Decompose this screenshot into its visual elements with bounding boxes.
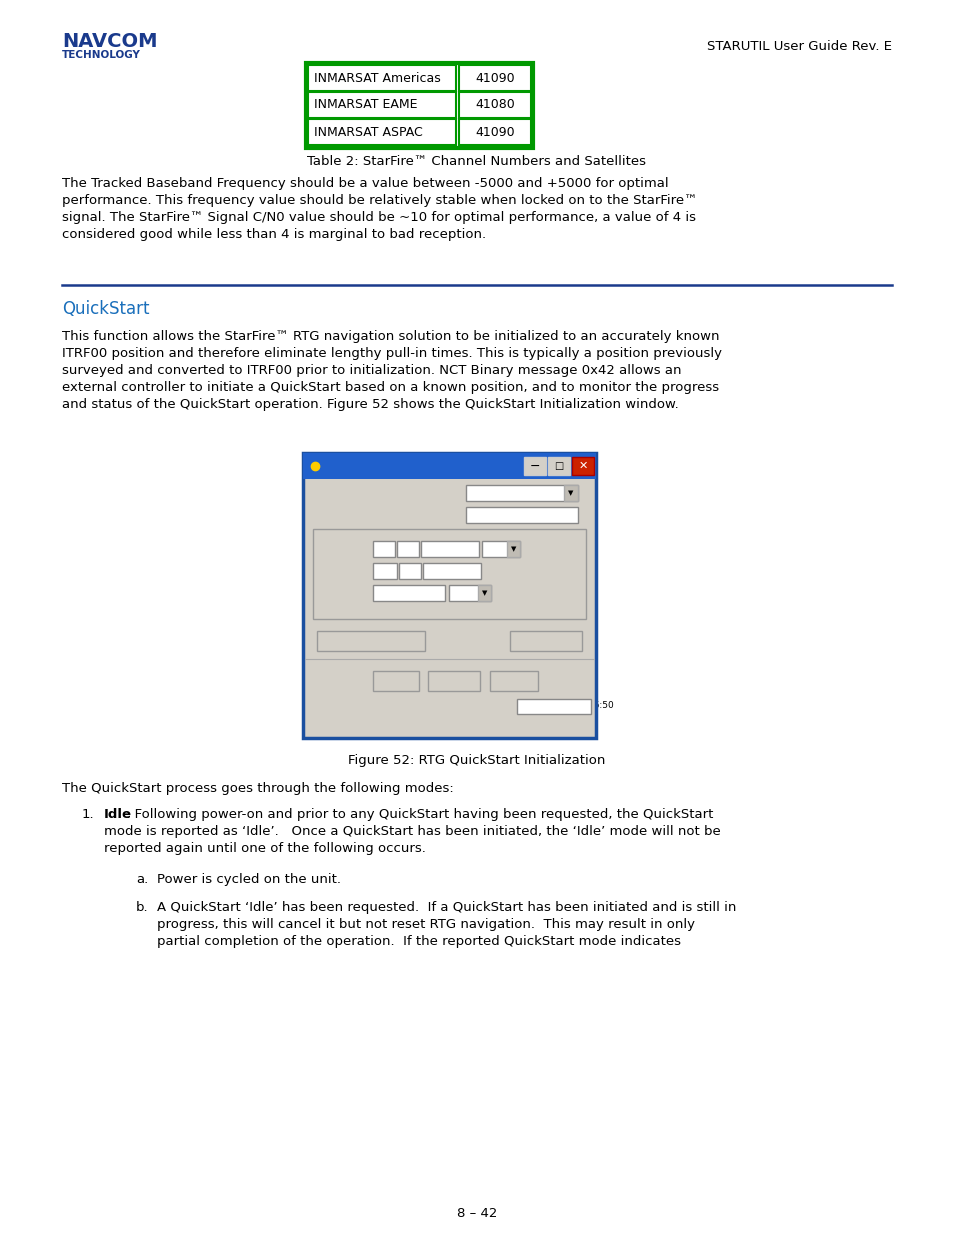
Text: a.: a.	[136, 873, 148, 885]
Text: Last:: Last:	[500, 701, 526, 711]
Bar	[308, 65, 456, 91]
Text: : Following power-on and prior to any QuickStart having been requested, the Quic: : Following power-on and prior to any Qu…	[126, 808, 713, 821]
Text: STARUTIL User Guide Rev. E: STARUTIL User Guide Rev. E	[706, 40, 891, 53]
Text: 37.48210: 37.48210	[424, 564, 471, 576]
Bar	[308, 91, 456, 119]
Text: mode is reported as ‘Idle’.   Once a QuickStart has been initiated, the ‘Idle’ m: mode is reported as ‘Idle’. Once a Quick…	[104, 825, 720, 839]
Text: 41080: 41080	[475, 99, 515, 111]
Text: DMS: DMS	[483, 543, 506, 553]
Bar	[420, 541, 478, 557]
Bar	[572, 457, 594, 475]
Text: Idle: Idle	[104, 808, 132, 821]
Text: INMARSAT Americas: INMARSAT Americas	[314, 72, 440, 84]
Text: Position: Position	[320, 529, 369, 538]
Bar	[563, 485, 578, 501]
Text: −: −	[529, 459, 539, 473]
Bar	[458, 65, 531, 91]
Bar	[506, 541, 519, 557]
Bar	[458, 91, 531, 119]
Text: Initiate Quickstart: Initiate Quickstart	[469, 487, 557, 496]
Text: b.: b.	[136, 902, 149, 914]
Text: NAVCOM: NAVCOM	[62, 32, 157, 51]
Text: considered good while less than 4 is marginal to bad reception.: considered good while less than 4 is mar…	[62, 228, 486, 241]
Bar	[373, 671, 418, 692]
Text: Idle: Idle	[469, 509, 488, 519]
Text: partial completion of the operation.  If the reported QuickStart mode indicates: partial completion of the operation. If …	[157, 935, 680, 948]
Text: Latitude:: Latitude:	[327, 543, 374, 553]
Bar	[428, 671, 479, 692]
Text: RTG Quick Start: RTG Quick Start	[325, 458, 436, 471]
Text: reported again until one of the following occurs.: reported again until one of the followin…	[104, 842, 425, 855]
Text: Current Quick Start State:: Current Quick Start State:	[316, 509, 453, 519]
Text: 41090: 41090	[475, 72, 515, 84]
Bar	[465, 485, 578, 501]
Text: ITRF00 position and therefore eliminate lengthy pull-in times. This is typically: ITRF00 position and therefore eliminate …	[62, 347, 721, 359]
Bar	[398, 563, 420, 579]
Text: Commanded Quick Start Mode:: Commanded Quick Start Mode:	[316, 487, 480, 496]
Text: external controller to initiate a QuickStart based on a known position, and to m: external controller to initiate a QuickS…	[62, 382, 719, 394]
Text: The QuickStart process goes through the following modes:: The QuickStart process goes through the …	[62, 782, 454, 795]
Bar	[477, 585, 491, 601]
Text: Longitude:: Longitude:	[327, 564, 382, 576]
Bar	[510, 631, 581, 651]
Bar	[481, 541, 519, 557]
Text: 118: 118	[375, 564, 393, 576]
Text: The Tracked Baseband Frequency should be a value between -5000 and +5000 for opt: The Tracked Baseband Frequency should be…	[62, 177, 668, 190]
Bar	[458, 119, 531, 144]
Bar	[373, 563, 396, 579]
Text: Power is cycled on the unit.: Power is cycled on the unit.	[157, 873, 340, 885]
Bar	[490, 671, 537, 692]
Bar	[308, 119, 456, 144]
Text: ▼: ▼	[482, 590, 487, 597]
Text: QuickStart: QuickStart	[62, 300, 150, 317]
Text: progress, this will cancel it but not reset RTG navigation.  This may result in : progress, this will cancel it but not re…	[157, 918, 695, 931]
Bar	[396, 541, 418, 557]
Text: surveyed and converted to ITRF00 prior to initialization. NCT Binary message 0x4: surveyed and converted to ITRF00 prior t…	[62, 364, 680, 377]
Bar	[373, 541, 395, 557]
Text: INMARSAT ASPAC: INMARSAT ASPAC	[314, 126, 422, 138]
Text: Use Current Solution: Use Current Solution	[316, 634, 425, 643]
Text: 1.: 1.	[82, 808, 94, 821]
Text: Retrieve: Retrieve	[524, 634, 567, 643]
Text: 50: 50	[398, 543, 411, 553]
Bar	[523, 457, 545, 475]
Bar	[373, 585, 444, 601]
Text: Height:: Height:	[327, 587, 365, 597]
Text: ✕: ✕	[578, 461, 587, 471]
Text: □: □	[554, 461, 563, 471]
Text: and status of the QuickStart operation. Figure 52 shows the QuickStart Initializ: and status of the QuickStart operation. …	[62, 398, 678, 411]
Text: 33: 33	[375, 543, 387, 553]
Text: Meter: Meter	[451, 587, 478, 597]
Bar	[517, 699, 590, 714]
Bar	[422, 563, 480, 579]
Text: INMARSAT EAME: INMARSAT EAME	[314, 99, 417, 111]
Bar	[303, 453, 596, 479]
Bar	[465, 508, 578, 522]
Text: 8.9879: 8.9879	[375, 587, 408, 597]
Text: 41090: 41090	[475, 126, 515, 138]
Text: Table 2: StarFire™ Channel Numbers and Satellites: Table 2: StarFire™ Channel Numbers and S…	[307, 156, 646, 168]
Text: 20: 20	[400, 564, 413, 576]
Text: 09/09/2004 11:46:50: 09/09/2004 11:46:50	[518, 701, 613, 710]
Text: Apply: Apply	[498, 674, 528, 684]
Text: 28.30691: 28.30691	[422, 543, 469, 553]
Text: ▼: ▼	[568, 490, 573, 496]
Text: ▼: ▼	[511, 546, 517, 552]
Bar	[547, 457, 569, 475]
Bar	[316, 631, 424, 651]
Bar	[449, 585, 491, 601]
Text: 8 – 42: 8 – 42	[456, 1207, 497, 1220]
Bar	[303, 453, 596, 739]
Text: TECHNOLOGY: TECHNOLOGY	[62, 49, 141, 61]
Text: This function allows the StarFire™ RTG navigation solution to be initialized to : This function allows the StarFire™ RTG n…	[62, 330, 719, 343]
Bar	[306, 63, 533, 148]
Text: Figure 52: RTG QuickStart Initialization: Figure 52: RTG QuickStart Initialization	[348, 755, 605, 767]
Text: signal. The StarFire™ Signal C/N0 value should be ~10 for optimal performance, a: signal. The StarFire™ Signal C/N0 value …	[62, 211, 696, 224]
Text: OK: OK	[388, 674, 403, 684]
Text: A QuickStart ‘Idle’ has been requested.  If a QuickStart has been initiated and : A QuickStart ‘Idle’ has been requested. …	[157, 902, 736, 914]
Bar	[313, 529, 585, 619]
Text: performance. This frequency value should be relatively stable when locked on to : performance. This frequency value should…	[62, 194, 697, 207]
Text: Cancel: Cancel	[436, 674, 471, 684]
